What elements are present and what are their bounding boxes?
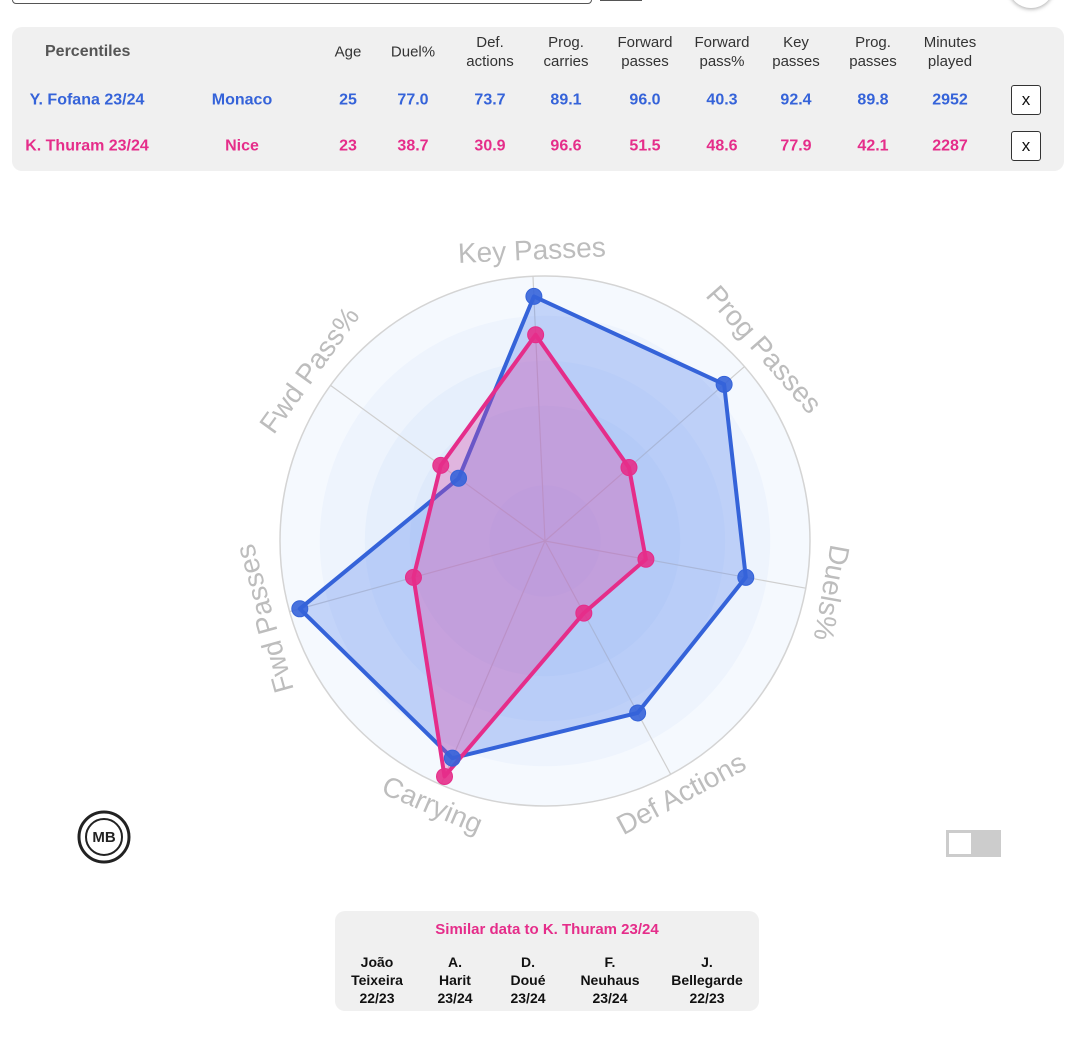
- axis-label: Duels%: [808, 543, 856, 643]
- stat-value: 48.6: [706, 137, 738, 155]
- stat-value: 92.4: [780, 91, 812, 109]
- column-header: Def. actions: [466, 34, 514, 70]
- similar-title: Similar data to K. Thuram 23/24: [435, 921, 659, 938]
- similar-players: Similar data to K. Thuram 23/24 João Teix…: [335, 911, 759, 1011]
- stat-value: 30.9: [474, 137, 506, 155]
- column-header: Duel%: [390, 43, 436, 61]
- menu-button[interactable]: [1008, 0, 1054, 8]
- column-header: Key passes: [772, 34, 820, 70]
- data-point: [291, 600, 309, 618]
- table-title: Percentiles: [45, 43, 131, 60]
- column-header: Forward passes: [617, 34, 673, 70]
- stat-value: 38.7: [397, 137, 429, 155]
- data-point: [404, 568, 422, 586]
- player-name: K. Thuram 23/24: [25, 137, 149, 155]
- stat-value: 77.0: [397, 91, 429, 109]
- spoke: [544, 540, 672, 775]
- data-point: [715, 375, 733, 393]
- spoke: [532, 276, 546, 542]
- stat-value: 40.3: [706, 91, 738, 109]
- player-name: Y. Fofana 23/24: [29, 91, 145, 109]
- similar-player[interactable]: D. Doué 23/24: [510, 953, 545, 1007]
- data-point: [737, 568, 755, 586]
- stat-value: 77.9: [780, 137, 812, 155]
- remove-button[interactable]: x: [1011, 131, 1041, 161]
- player-season: 23/24: [437, 990, 473, 1006]
- player-name: João Teixeira: [351, 954, 403, 988]
- comparison-table: Percentiles Age Duel% Def. actions Prog. car…: [12, 27, 1064, 171]
- player-name: D. Doué: [510, 954, 546, 988]
- data-point: [436, 767, 454, 785]
- svg-text:MB: MB: [92, 829, 115, 846]
- similar-player[interactable]: J. Bellegarde 22/23: [671, 953, 743, 1007]
- player-season: 23/24: [510, 990, 546, 1006]
- data-point: [527, 326, 545, 344]
- axis-label: Key Passes: [457, 231, 606, 269]
- stat-value: 96.0: [629, 91, 661, 109]
- stat-value: 25: [339, 91, 357, 109]
- spoke: [544, 540, 806, 589]
- data-point: [450, 469, 468, 487]
- player-season: 22/23: [689, 990, 725, 1006]
- player-name: A. Harit: [439, 954, 471, 988]
- logo: MB: [77, 810, 131, 864]
- stat-value: 2952: [932, 91, 968, 109]
- spoke: [440, 540, 546, 785]
- column-header: Prog. carries: [543, 34, 589, 70]
- similar-player[interactable]: A. Harit 23/24: [437, 953, 472, 1007]
- column-header: Prog. passes: [849, 34, 897, 70]
- team-name: Monaco: [211, 91, 273, 109]
- similar-player[interactable]: F. Neuhaus 23/24: [580, 953, 639, 1007]
- series-area: [411, 332, 648, 779]
- column-header: Forward pass%: [694, 34, 750, 70]
- stat-value: 89.1: [550, 91, 582, 109]
- stat-value: 42.1: [857, 137, 889, 155]
- data-point: [637, 550, 655, 568]
- player-name: J. Bellegarde: [671, 954, 743, 988]
- stat-value: 51.5: [629, 137, 661, 155]
- data-point: [575, 604, 593, 622]
- column-header: Age: [334, 43, 362, 61]
- stat-value: 96.6: [550, 137, 582, 155]
- data-point: [443, 749, 461, 767]
- data-point: [620, 459, 638, 477]
- toggle-switch[interactable]: [946, 830, 1001, 857]
- radar-series: [291, 287, 755, 785]
- data-point: [629, 704, 647, 722]
- similar-player[interactable]: João Teixeira 22/23: [351, 953, 403, 1007]
- team-name: Nice: [225, 137, 259, 155]
- column-header: Minutes played: [923, 34, 977, 70]
- player-name: F. Neuhaus: [580, 954, 640, 988]
- data-point: [432, 456, 450, 474]
- stat-value: 73.7: [474, 91, 506, 109]
- search-button[interactable]: [600, 0, 642, 1]
- player-season: 23/24: [592, 990, 628, 1006]
- data-point: [525, 287, 543, 305]
- spoke: [544, 366, 745, 542]
- remove-button[interactable]: x: [1011, 85, 1041, 115]
- stat-value: 2287: [932, 137, 968, 155]
- stat-value: 23: [339, 137, 357, 155]
- player-season: 22/23: [359, 990, 395, 1006]
- stat-value: 89.8: [857, 91, 889, 109]
